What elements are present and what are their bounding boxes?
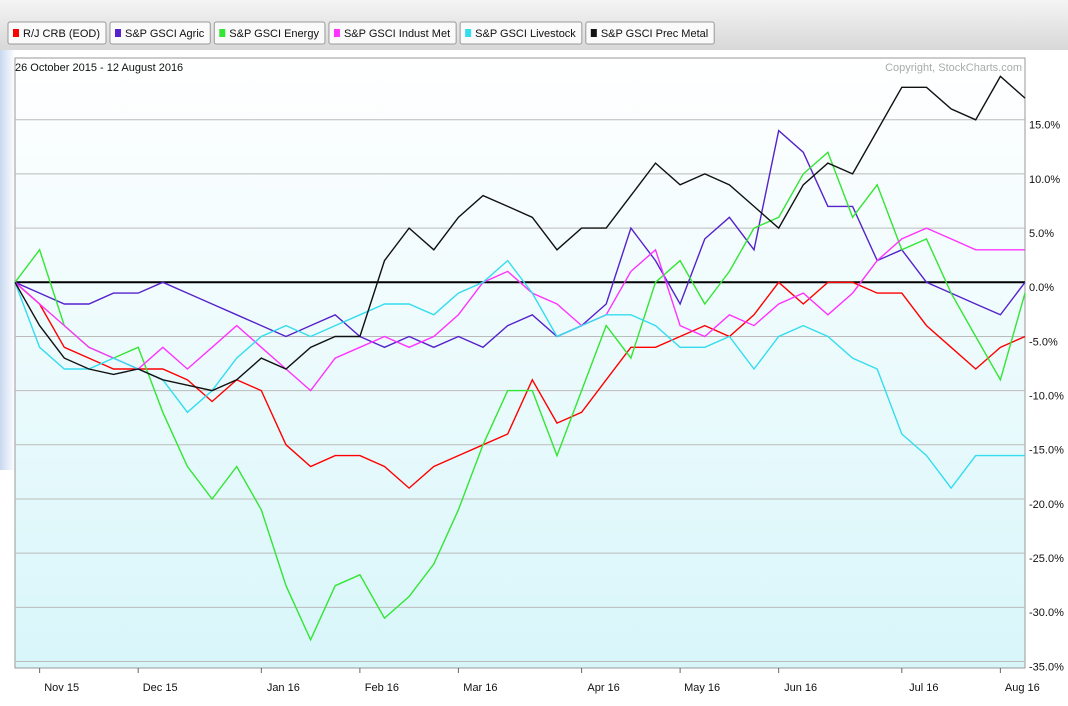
legend-swatch [13, 29, 19, 37]
y-tick-label: 0.0% [1029, 282, 1054, 294]
side-strip [0, 50, 15, 470]
legend-button [585, 21, 715, 45]
y-tick-label: -25.0% [1029, 553, 1064, 565]
y-tick-label: 5.0% [1029, 228, 1054, 240]
plot-area [14, 57, 1026, 669]
legend-swatch [115, 29, 121, 37]
x-tick-label: Aug 16 [1005, 682, 1040, 694]
legend-button [459, 21, 583, 45]
legend-label: S&P GSCI Prec Metal [601, 28, 708, 40]
legend-swatch [465, 29, 472, 37]
y-tick-label: -15.0% [1029, 445, 1064, 457]
x-tick-label: Dec 15 [143, 682, 178, 694]
series-line [14, 281, 1026, 490]
subtitle: 26 October 2015 - 12 August 2016 [15, 62, 183, 74]
x-tick-label: Apr 16 [587, 682, 619, 694]
legend-swatch [219, 29, 226, 37]
series-line [14, 259, 1025, 490]
legend-swatch [333, 29, 340, 37]
legend-label: S&P GSCI Livestock [475, 28, 576, 40]
x-tick-label: Jan 16 [267, 682, 300, 694]
legend-button [7, 21, 107, 45]
legend-button [109, 21, 211, 45]
series-line [14, 129, 1026, 349]
y-tick-label: -35.0% [1029, 661, 1064, 673]
series-line [14, 151, 1026, 642]
y-tick-label: -20.0% [1029, 499, 1064, 511]
x-tick-label: Mar 16 [463, 682, 497, 694]
y-tick-label: -5.0% [1029, 336, 1058, 348]
legend-swatch [590, 29, 597, 37]
y-tick-label: -10.0% [1029, 391, 1064, 403]
series-line [14, 227, 1025, 392]
series-line [14, 75, 1026, 392]
y-tick-label: 15.0% [1029, 120, 1060, 132]
legend-button [213, 21, 326, 45]
legend-label: S&P GSCI Agric [125, 28, 205, 40]
x-tick-label: Jun 16 [784, 682, 817, 694]
y-tick-label: -30.0% [1029, 607, 1064, 619]
copyright: Copyright, StockCharts.com [885, 62, 1022, 74]
x-tick-label: May 16 [684, 682, 720, 694]
x-tick-label: Nov 15 [44, 682, 79, 694]
x-tick-label: Feb 16 [365, 682, 399, 694]
y-tick-label: 10.0% [1029, 174, 1060, 186]
x-tick-label: Jul 16 [909, 682, 938, 694]
legend-label: S&P GSCI Energy [229, 28, 319, 40]
legend-button [328, 21, 457, 45]
legend-label: R/J CRB (EOD) [23, 28, 100, 40]
legend-label: S&P GSCI Indust Met [344, 28, 450, 40]
